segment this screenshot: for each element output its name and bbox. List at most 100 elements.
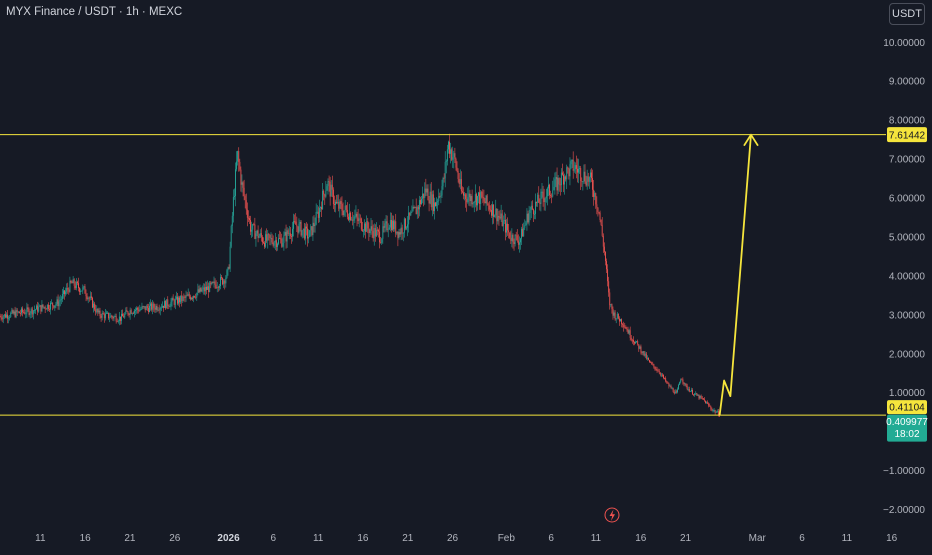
candle-body bbox=[626, 329, 627, 330]
candle-body bbox=[48, 305, 49, 309]
candle-body bbox=[281, 239, 282, 247]
candle-body bbox=[501, 214, 502, 219]
candle-body bbox=[165, 301, 166, 308]
candle-body bbox=[534, 214, 535, 215]
candle-body bbox=[236, 162, 237, 170]
candle-body bbox=[74, 279, 75, 285]
candle-body bbox=[239, 162, 240, 170]
candle-body bbox=[349, 213, 350, 220]
candle-body bbox=[163, 306, 164, 308]
candle-body bbox=[532, 206, 533, 209]
candle-body bbox=[93, 304, 94, 308]
candle-body bbox=[703, 398, 704, 399]
candle-body bbox=[567, 167, 568, 168]
candle-body bbox=[374, 228, 375, 238]
candle-body bbox=[234, 196, 235, 197]
candle-body bbox=[299, 224, 300, 233]
candle-body bbox=[38, 307, 39, 312]
candle-body bbox=[679, 382, 680, 385]
candle-body bbox=[628, 330, 629, 334]
candle-body bbox=[247, 210, 248, 218]
candle-body bbox=[353, 217, 354, 221]
x-tick-label: 21 bbox=[124, 533, 136, 544]
candle-body bbox=[560, 184, 561, 185]
candle-body bbox=[26, 307, 27, 313]
candle-body bbox=[333, 190, 334, 204]
candle-body bbox=[650, 362, 651, 363]
candle-body bbox=[25, 313, 26, 314]
candle-body bbox=[440, 195, 441, 196]
candle-body bbox=[181, 296, 182, 302]
candle-body bbox=[92, 298, 93, 308]
candle-body bbox=[625, 327, 626, 329]
candle-body bbox=[308, 237, 309, 238]
candle-body bbox=[249, 218, 250, 220]
candle-body bbox=[431, 192, 432, 208]
candle-body bbox=[218, 287, 219, 288]
candle-body bbox=[176, 297, 177, 299]
candle-body bbox=[559, 178, 560, 184]
candle-body bbox=[291, 236, 292, 237]
candle-body bbox=[385, 223, 386, 227]
candle-body bbox=[208, 286, 209, 292]
candle-body bbox=[564, 176, 565, 184]
candle-body bbox=[231, 226, 232, 247]
candle-body bbox=[367, 221, 368, 228]
candle-body bbox=[361, 219, 362, 230]
candle-body bbox=[10, 313, 11, 317]
candle-body bbox=[379, 232, 380, 243]
candle-body bbox=[387, 221, 388, 230]
currency-button[interactable]: USDT bbox=[889, 3, 925, 25]
candle-body bbox=[432, 194, 433, 207]
candle-body bbox=[663, 375, 664, 378]
candle-body bbox=[31, 308, 32, 313]
candle-body bbox=[337, 202, 338, 203]
candle-body bbox=[386, 221, 387, 223]
candle-body bbox=[426, 189, 427, 193]
candle-body bbox=[320, 207, 321, 208]
candle-body bbox=[658, 371, 659, 372]
candle-body bbox=[531, 206, 532, 210]
candle-body bbox=[282, 243, 283, 247]
candle-body bbox=[639, 347, 640, 349]
candle-body bbox=[19, 312, 20, 313]
candle-body bbox=[309, 230, 310, 237]
candle-body bbox=[685, 384, 686, 385]
candle-body bbox=[278, 238, 279, 243]
candle-body bbox=[424, 189, 425, 198]
candle-body bbox=[258, 230, 259, 237]
candle-body bbox=[433, 194, 434, 211]
candle-body bbox=[562, 173, 563, 175]
candle-body bbox=[257, 230, 258, 233]
candle-body bbox=[23, 312, 24, 313]
candle-body bbox=[303, 229, 304, 231]
candle-body bbox=[18, 312, 19, 313]
candle-body bbox=[654, 367, 655, 369]
candle-body bbox=[430, 192, 431, 204]
candle-body bbox=[154, 308, 155, 310]
candle-body bbox=[39, 305, 40, 307]
candle-body bbox=[695, 393, 696, 394]
candle-body bbox=[280, 238, 281, 239]
y-tick-label: −2.00000 bbox=[883, 505, 925, 516]
candle-body bbox=[546, 196, 547, 198]
candle-body bbox=[687, 386, 688, 389]
candle-body bbox=[221, 277, 222, 278]
candle-body bbox=[608, 281, 609, 292]
candle-body bbox=[497, 216, 498, 221]
candle-body bbox=[311, 226, 312, 235]
candle-body bbox=[197, 289, 198, 293]
candle-body bbox=[137, 308, 138, 310]
candle-body bbox=[82, 287, 83, 290]
candle-body bbox=[591, 172, 592, 178]
candle-body bbox=[554, 179, 555, 187]
candle-body bbox=[662, 375, 663, 376]
candle-body bbox=[466, 199, 467, 202]
candle-body bbox=[292, 229, 293, 237]
candle-body bbox=[604, 247, 605, 252]
candle-body bbox=[550, 195, 551, 196]
candle-body bbox=[378, 230, 379, 232]
candle-body bbox=[151, 303, 152, 309]
